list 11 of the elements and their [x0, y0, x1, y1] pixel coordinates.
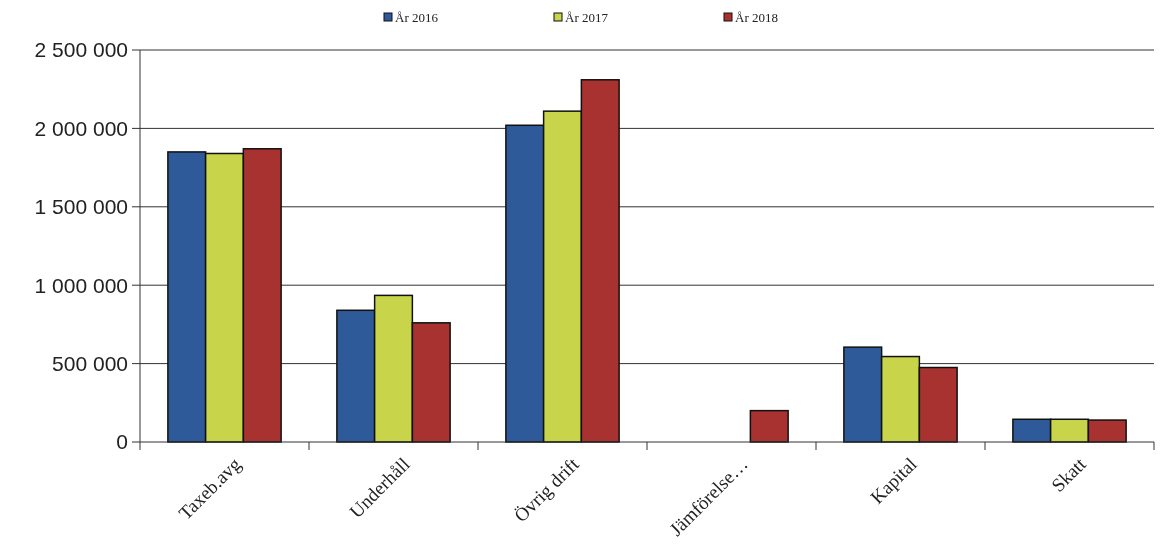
y-tick-label: 1 000 000 — [34, 273, 128, 297]
legend-label: År 2017 — [565, 9, 609, 25]
y-tick-label: 0 — [116, 430, 128, 454]
bar — [749, 409, 789, 443]
y-tick-label: 2 000 000 — [34, 116, 128, 140]
y-tick-label: 2 500 000 — [34, 38, 128, 62]
y-tick-label: 500 000 — [52, 351, 128, 375]
x-tick-label: Skatt — [1047, 452, 1091, 496]
y-tick-label: 1 500 000 — [34, 195, 128, 219]
legend-label: År 2018 — [735, 9, 778, 25]
legend-label: År 2016 — [395, 9, 439, 25]
